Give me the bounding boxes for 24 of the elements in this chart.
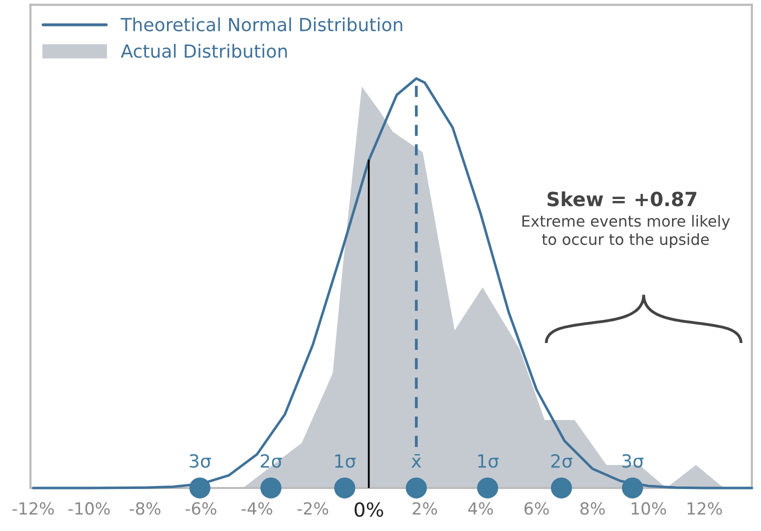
x-tick-label: -10% [68,502,110,515]
annotation: Skew = +0.87 [548,191,696,206]
annotation: 3σ [190,454,211,468]
annotation: x̄ [411,454,422,468]
x-tick-label: 10% [632,502,666,515]
x-tick-label: 4% [468,502,493,515]
annotation: 2σ [260,454,282,468]
x-tick-label: -4% [242,502,272,515]
annotation: 3σ [622,454,644,468]
annotation: 2σ [551,454,572,468]
x-tick-label: 12% [688,502,722,515]
x-tick-label: 2% [412,502,438,515]
x-tick-label: 6% [524,502,549,515]
x-tick-label: -6% [186,502,216,515]
legend-label: Actual Distribution [120,44,287,58]
annotation: 1σ [478,454,499,468]
x-tick-label: -12% [12,502,54,515]
x-tick-label: 0% [354,502,384,517]
annotation: Extreme events more likely to occur to the upside [522,214,730,248]
x-tick-label: -2% [297,502,328,515]
x-tick-label: -8% [130,502,160,515]
x-tick-label: 8% [580,502,605,515]
annotation: 1σ [335,454,356,468]
legend-label: Theoretical Normal Distribution [120,17,402,32]
